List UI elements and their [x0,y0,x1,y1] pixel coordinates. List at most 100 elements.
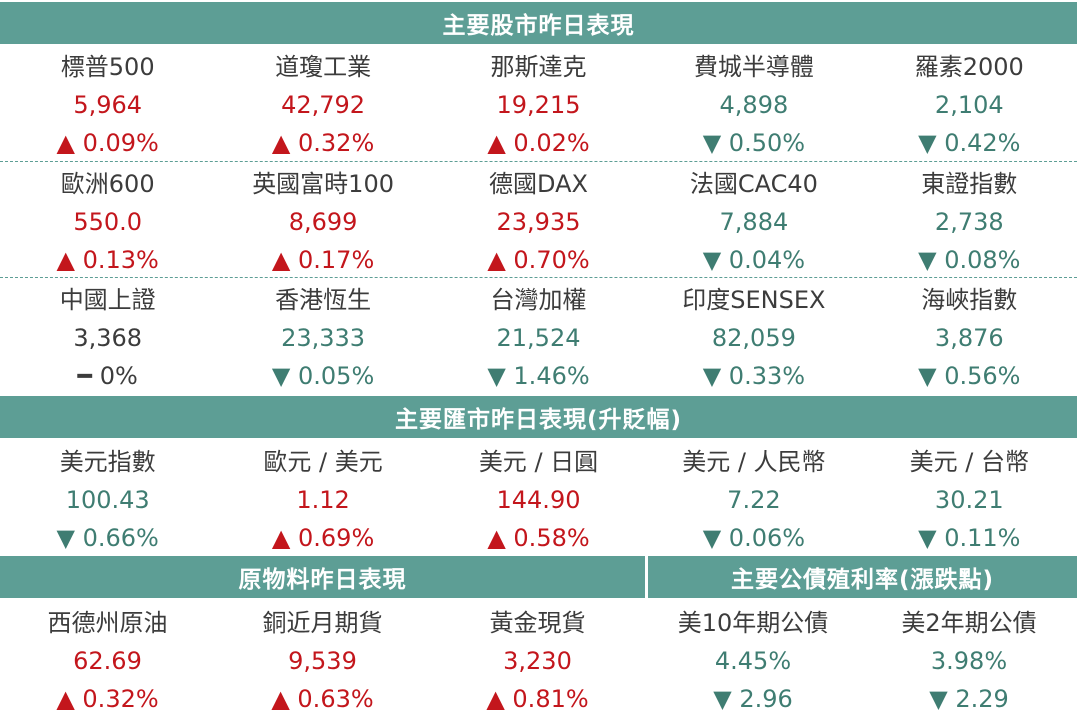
item-name: 銅近月期貨 [262,609,383,637]
item-change: ▼ 2.96 [713,685,793,713]
stock-row-europe-japan: 歐洲600 550.0 ▲ 0.13% 英國富時100 8,699 ▲ 0.17% 德國DA… [0,161,1077,278]
item-name: 香港恆生 [275,286,372,314]
item-change: ▼ 0.05% [271,362,375,390]
item-change: ▲ 0.09% [56,129,159,157]
item-change: ▼ 0.11% [918,524,1021,552]
item-name: 羅素2000 [914,53,1024,81]
stock-index-cell: 費城半導體 4,898 ▼ 0.50% [646,44,861,162]
item-change: ▼ 0.33% [702,362,806,390]
commodity-cell: 黃金現貨 3,230 ▲ 0.81% [430,600,645,718]
stock-index-cell: 印度SENSEX 82,059 ▼ 0.33% [646,277,861,395]
item-value: 4,898 [719,91,789,119]
item-value: 30.21 [934,486,1004,514]
item-name: 東證指數 [921,170,1018,198]
item-name: 海峽指數 [921,286,1018,314]
bonds-section-title: 主要公債殖利率(漲跌點) [730,567,995,593]
item-value: 3,368 [73,324,143,352]
item-value: 2,104 [934,91,1004,119]
item-name: 美元 / 日圓 [478,448,599,476]
fx-cell: 美元 / 台幣 30.21 ▼ 0.11% [862,439,1077,557]
stock-index-cell: 東證指數 2,738 ▼ 0.08% [862,161,1077,279]
item-name: 歐元 / 美元 [263,448,383,476]
item-name: 中國上證 [59,286,156,314]
stock-index-cell: 英國富時100 8,699 ▲ 0.17% [215,161,430,279]
commodity-cell: 銅近月期貨 9,539 ▲ 0.63% [215,600,430,718]
commodity-cell: 西德州原油 62.69 ▲ 0.32% [0,600,215,718]
stock-index-cell: 歐洲600 550.0 ▲ 0.13% [0,161,215,279]
item-change: ▼ 1.46% [487,362,590,390]
item-name: 美元 / 人民幣 [682,448,826,476]
item-value: 23,333 [281,324,366,352]
bonds-section-header: 主要公債殖利率(漲跌點) [648,556,1077,598]
item-value: 21,524 [496,324,581,352]
item-change: ▼ 0.50% [702,129,806,157]
item-name: 西德州原油 [47,609,168,637]
item-name: 美元 / 台幣 [909,448,1029,476]
item-value: 550.0 [73,208,143,236]
item-change: ▼ 0.42% [918,129,1021,157]
item-change: ▲ 0.70% [487,246,590,274]
stock-index-cell: 德國DAX 23,935 ▲ 0.70% [431,161,646,279]
item-change: ▲ 0.32% [56,685,159,713]
stock-index-cell: 羅素2000 2,104 ▼ 0.42% [862,44,1077,162]
item-name: 道瓊工業 [275,53,372,81]
item-value: 82,059 [711,324,796,352]
fx-row: 美元指數 100.43 ▼ 0.66% 歐元 / 美元 1.12 ▲ 0.69% 美元 / … [0,439,1077,556]
item-change: ▼ 0.66% [56,524,159,552]
item-name: 法國CAC40 [689,170,818,198]
item-value: 5,964 [73,91,143,119]
item-change: ▼ 2.29 [929,685,1009,713]
stock-row-asia: 中國上證 3,368 ━ 0% 香港恆生 23,333 ▼ 0.05% 台灣加權 21,524… [0,277,1077,394]
stock-index-cell: 香港恆生 23,333 ▼ 0.05% [215,277,430,395]
item-value: 7.22 [727,486,781,514]
item-value: 3,230 [503,647,572,675]
item-value: 7,884 [719,208,789,236]
item-name: 台灣加權 [490,286,587,314]
stocks-section-title: 主要股市昨日表現 [442,13,635,39]
item-name: 德國DAX [489,170,588,198]
item-value: 2,738 [934,208,1004,236]
item-change: ▲ 0.17% [271,246,375,274]
item-value: 4.45% [714,647,792,675]
fx-cell: 美元 / 人民幣 7.22 ▼ 0.06% [646,439,861,557]
stock-index-cell: 台灣加權 21,524 ▼ 1.46% [431,277,646,395]
item-change: ▲ 0.63% [271,685,374,713]
item-value: 3,876 [934,324,1004,352]
item-value: 62.69 [73,647,142,675]
stock-index-cell: 海峽指數 3,876 ▼ 0.56% [862,277,1077,395]
stock-index-cell: 法國CAC40 7,884 ▼ 0.04% [646,161,861,279]
item-change: ▼ 0.56% [918,362,1021,390]
item-name: 歐洲600 [60,170,155,198]
stock-row-americas: 標普500 5,964 ▲ 0.09% 道瓊工業 42,792 ▲ 0.32% 那斯達克 19… [0,44,1077,161]
item-value: 23,935 [496,208,581,236]
row-divider [0,277,1077,278]
item-value: 144.90 [496,486,581,514]
item-value: 100.43 [65,486,150,514]
item-value: 42,792 [281,91,366,119]
item-name: 黃金現貨 [489,609,586,637]
item-change: ▼ 0.08% [918,246,1021,274]
item-value: 19,215 [496,91,581,119]
item-change: ▲ 0.02% [487,129,590,157]
item-change: ▼ 0.04% [702,246,806,274]
item-name: 英國富時100 [252,170,394,198]
fx-section-header: 主要匯市昨日表現(升貶幅) [0,396,1077,438]
item-name: 美元指數 [59,448,156,476]
fx-cell: 歐元 / 美元 1.12 ▲ 0.69% [215,439,430,557]
item-change: ▲ 0.32% [271,129,375,157]
stock-index-cell: 那斯達克 19,215 ▲ 0.02% [431,44,646,162]
item-change: ▲ 0.69% [271,524,375,552]
stock-index-cell: 標普500 5,964 ▲ 0.09% [0,44,215,162]
item-value: 9,539 [288,647,357,675]
stock-index-cell: 中國上證 3,368 ━ 0% [0,277,215,395]
fx-cell: 美元指數 100.43 ▼ 0.66% [0,439,215,557]
stocks-section-header: 主要股市昨日表現 [0,2,1077,44]
row-divider [0,161,1077,162]
commodities-section-header: 原物料昨日表現 [0,556,645,598]
item-change: ▲ 0.81% [486,685,589,713]
item-name: 費城半導體 [693,53,814,81]
commodities-bonds-row: 西德州原油 62.69 ▲ 0.32% 銅近月期貨 9,539 ▲ 0.63% 黃金現貨 3,… [0,600,1077,717]
fx-section-title: 主要匯市昨日表現(升貶幅) [394,407,683,433]
bond-yield-cell: 美10年期公債 4.45% ▼ 2.96 [645,600,861,718]
item-value: 3.98% [930,647,1008,675]
